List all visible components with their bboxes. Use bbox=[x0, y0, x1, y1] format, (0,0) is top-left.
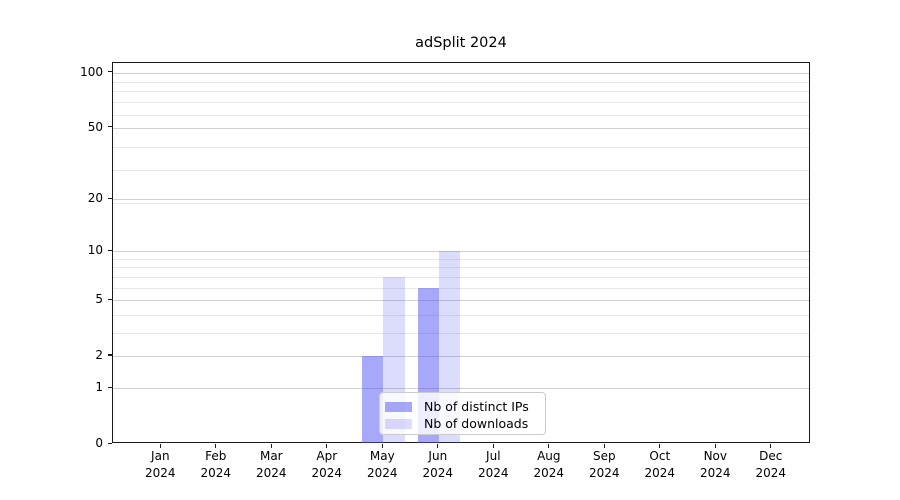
x-tick-label: Oct 2024 bbox=[644, 449, 676, 480]
y-gridline-major bbox=[113, 127, 809, 129]
y-tick-label: 10 bbox=[87, 243, 103, 258]
y-gridline-minor bbox=[113, 147, 809, 149]
y-tick-mark bbox=[107, 386, 112, 389]
x-tick-mark bbox=[770, 443, 772, 448]
legend-item: Nb of distinct IPs bbox=[385, 398, 539, 415]
y-tick-mark bbox=[107, 442, 112, 444]
x-tick-label: Sep 2024 bbox=[589, 449, 620, 480]
x-tick-mark bbox=[492, 443, 494, 448]
legend-swatch bbox=[385, 401, 412, 412]
y-gridline-minor bbox=[113, 81, 809, 83]
x-tick-label: Aug 2024 bbox=[533, 449, 565, 480]
y-tick-label: 50 bbox=[87, 119, 103, 134]
y-gridline-minor bbox=[113, 258, 809, 260]
y-gridline-minor bbox=[113, 267, 809, 269]
x-tick-mark bbox=[326, 443, 328, 448]
y-gridline-major bbox=[113, 199, 809, 201]
x-tick-mark bbox=[159, 443, 161, 448]
x-tick-label: Feb 2024 bbox=[200, 449, 232, 480]
y-gridline-minor bbox=[113, 332, 809, 334]
x-tick-label: May 2024 bbox=[367, 449, 398, 480]
y-gridline-minor bbox=[113, 102, 809, 104]
x-tick-label: Jun 2024 bbox=[422, 449, 454, 480]
y-gridline-major bbox=[113, 251, 809, 253]
y-gridline-minor bbox=[113, 276, 809, 278]
chart-title: adSplit 2024 bbox=[415, 35, 507, 51]
y-gridline-minor bbox=[113, 170, 809, 172]
y-gridline-minor bbox=[113, 287, 809, 289]
y-tick-label: 2 bbox=[95, 347, 103, 362]
x-tick-label: Jan 2024 bbox=[145, 449, 176, 480]
y-tick-mark bbox=[107, 354, 112, 356]
y-tick-mark bbox=[107, 71, 112, 73]
legend-swatch bbox=[385, 418, 412, 429]
x-tick-mark bbox=[270, 443, 272, 448]
plot-area bbox=[112, 62, 810, 443]
x-tick-mark bbox=[548, 443, 550, 448]
y-tick-label: 1 bbox=[95, 380, 103, 395]
y-tick-label: 100 bbox=[80, 64, 103, 79]
bar-distinct-ips bbox=[362, 355, 384, 443]
y-gridline-minor bbox=[113, 203, 809, 205]
x-tick-label: Nov 2024 bbox=[700, 449, 731, 480]
y-gridline-major bbox=[113, 72, 809, 74]
legend-label: Nb of distinct IPs bbox=[424, 399, 529, 414]
x-tick-mark bbox=[381, 443, 383, 448]
x-tick-mark bbox=[437, 443, 439, 448]
x-tick-label: Dec 2024 bbox=[755, 449, 787, 480]
x-tick-label: Mar 2024 bbox=[256, 449, 287, 480]
y-tick-label: 20 bbox=[87, 191, 103, 206]
x-tick-mark bbox=[714, 443, 716, 448]
y-gridline-minor bbox=[113, 114, 809, 116]
x-tick-mark bbox=[603, 443, 605, 448]
y-gridline-major bbox=[113, 300, 809, 302]
x-tick-mark bbox=[659, 443, 661, 448]
x-tick-mark bbox=[215, 443, 217, 448]
x-tick-label: Apr 2024 bbox=[311, 449, 343, 480]
y-tick-mark bbox=[107, 249, 112, 251]
y-tick-mark bbox=[107, 298, 112, 300]
y-tick-mark bbox=[107, 197, 112, 199]
y-tick-label: 0 bbox=[95, 436, 103, 451]
y-gridline-major bbox=[113, 388, 809, 390]
legend: Nb of distinct IPs Nb of downloads bbox=[379, 392, 546, 435]
y-tick-mark bbox=[107, 126, 112, 128]
y-tick-label: 5 bbox=[95, 292, 103, 307]
legend-item: Nb of downloads bbox=[385, 415, 539, 432]
y-gridline-minor bbox=[113, 91, 809, 93]
legend-label: Nb of downloads bbox=[424, 416, 529, 431]
y-gridline-minor bbox=[113, 314, 809, 316]
x-tick-label: Jul 2024 bbox=[478, 449, 509, 480]
y-gridline-major bbox=[113, 355, 809, 357]
